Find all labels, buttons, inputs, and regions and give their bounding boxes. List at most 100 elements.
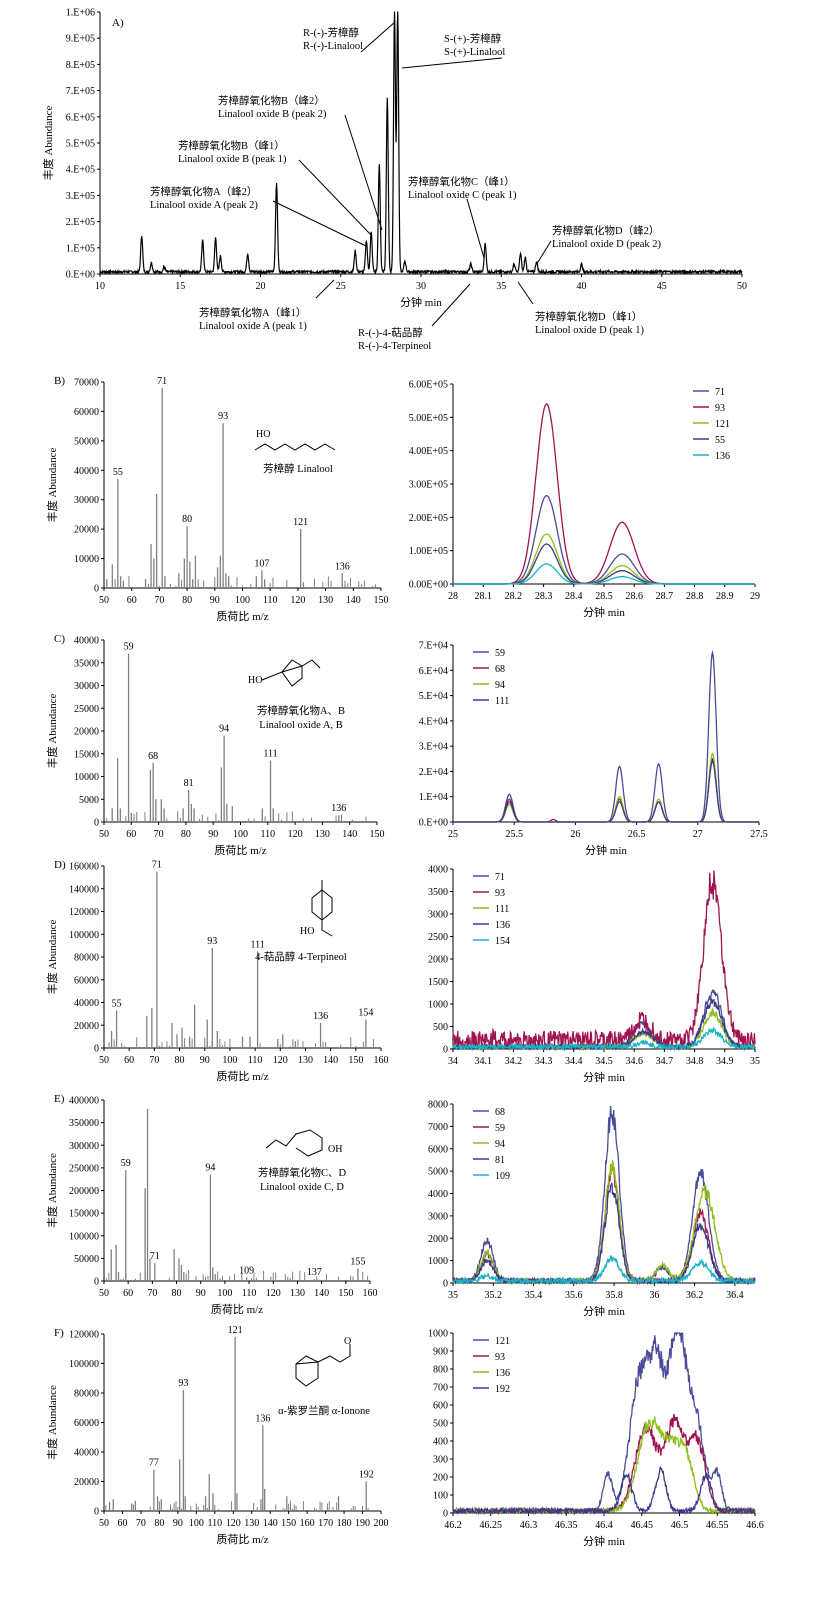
- y-tick-label: 7000: [428, 1122, 448, 1133]
- x-tick-label: 150: [338, 1288, 353, 1299]
- x-tick-label: 60: [123, 1288, 133, 1299]
- panel-label: A): [112, 17, 124, 29]
- y-tick-label: 0: [443, 1509, 448, 1520]
- tic-peak: [470, 265, 472, 267]
- chart-D2: 34 34.1 34.2 34.3 34.4 34.5 34.6 34.7 34.8 34.9 35…: [428, 865, 760, 1085]
- x-tick-label: 130: [318, 595, 333, 606]
- tic-peak: [163, 268, 165, 270]
- tic-peak: [219, 257, 221, 259]
- x-tick-label: 180: [337, 1518, 352, 1529]
- annotation-label: Linalool oxide D (peak 1): [535, 325, 645, 336]
- y-tick-label: 0: [443, 1045, 448, 1056]
- x-tick-label: 35.6: [565, 1290, 583, 1301]
- x-tick-label: 140: [323, 1055, 338, 1066]
- x-tick-label: 50: [99, 1055, 109, 1066]
- chart-F2: 46.2 46.25 46.3 46.35 46.4 46.45 46.5 46.55 46.6…: [428, 1329, 764, 1549]
- tic-peak: [524, 258, 526, 261]
- x-tick-label: 100: [222, 1055, 237, 1066]
- x-tick-label: 150: [348, 1055, 363, 1066]
- x-tick-label: 60: [124, 1055, 134, 1066]
- y-tick-label: 600: [433, 1401, 448, 1412]
- x-tick-label: 46.5: [671, 1520, 689, 1531]
- compound-name: α-紫罗兰酮 α-Ionone: [278, 1404, 370, 1417]
- x-tick-label: 50: [99, 1288, 109, 1299]
- tic-peak: [275, 184, 278, 186]
- data-label: 93: [178, 1378, 188, 1389]
- annotation-leader: [344, 114, 383, 231]
- y-tick-label: 500: [433, 1022, 448, 1033]
- x-axis-label: 质荷比 m/z: [214, 844, 266, 857]
- linalool-structure-icon: [254, 443, 336, 451]
- y-tick-label: 140000: [69, 884, 99, 895]
- legend-label: 71: [495, 872, 505, 883]
- compound-name: 芳樟醇氧化物A、B: [257, 704, 345, 717]
- data-label: 93: [207, 936, 217, 947]
- x-tick-label: 100: [217, 1288, 232, 1299]
- tic-peak: [247, 255, 249, 257]
- x-tick-label: 50: [737, 281, 747, 292]
- x-tick-label: 50: [99, 1518, 109, 1529]
- y-tick-label: 1.E+06: [66, 8, 95, 19]
- y-tick-label: 7.E+04: [419, 641, 448, 652]
- y-tick-label: 3.00E+05: [409, 480, 448, 491]
- ionone-structure-icon: [295, 1344, 351, 1387]
- annotation-label: 芳樟醇氧化物A（峰2）: [150, 185, 257, 198]
- y-tick-label: 5.E+04: [419, 691, 448, 702]
- x-tick-label: 90: [210, 595, 220, 606]
- y-tick-label: 0: [443, 1279, 448, 1290]
- structure-label: OH: [328, 1144, 342, 1155]
- compound-name: 芳樟醇 Linalool: [263, 462, 333, 475]
- x-tick-label: 36: [649, 1290, 659, 1301]
- y-tick-label: 120000: [69, 907, 99, 918]
- x-tick-label: 36.2: [686, 1290, 704, 1301]
- annotation-label: 芳樟醇氧化物B（峰1）: [178, 139, 285, 152]
- x-tick-label: 120: [290, 595, 305, 606]
- y-tick-label: 0.00E+00: [409, 580, 448, 591]
- x-tick-label: 20: [256, 281, 266, 292]
- structure-label: HO: [300, 926, 314, 937]
- x-axis-label: 质荷比 m/z: [211, 1303, 263, 1316]
- annotation-leader: [272, 200, 367, 247]
- x-axis-label: 质荷比 m/z: [216, 1533, 268, 1546]
- y-tick-label: 2.00E+05: [409, 513, 448, 524]
- y-tick-label: 20000: [74, 1477, 99, 1488]
- series-line: [452, 1466, 756, 1516]
- panel-label: E): [54, 1093, 65, 1105]
- x-tick-label: 34.3: [535, 1056, 553, 1067]
- annotation-label: 芳樟醇氧化物C（峰1）: [408, 175, 515, 188]
- x-tick-label: 34.7: [656, 1056, 674, 1067]
- x-tick-label: 80: [182, 595, 192, 606]
- y-tick-label: 1.E+04: [419, 792, 448, 803]
- x-tick-label: 34: [448, 1056, 458, 1067]
- x-tick-label: 27.5: [750, 829, 768, 840]
- tic-peak: [519, 255, 522, 257]
- y-tick-label: 40000: [74, 998, 99, 1009]
- chart-C2: 25 25.5 26 26.5 27 27.5 0.E+00 1.E+04 2.E+04 3.E+…: [419, 641, 768, 858]
- y-tick-label: 30000: [74, 681, 99, 692]
- y-axis-label: 丰度 Abundance: [45, 693, 59, 768]
- y-tick-label: 300000: [69, 1141, 99, 1152]
- legend-label: 94: [495, 680, 505, 691]
- y-tick-label: 10000: [74, 772, 99, 783]
- annotation-label: Linalool oxide D (peak 2): [552, 239, 662, 250]
- x-tick-label: 34.9: [716, 1056, 734, 1067]
- annotation-leader: [315, 279, 335, 299]
- y-tick-label: 400: [433, 1437, 448, 1448]
- data-label: 55: [112, 998, 122, 1009]
- y-tick-label: 40000: [74, 466, 99, 477]
- x-tick-label: 160: [363, 1288, 378, 1299]
- y-tick-label: 6000: [428, 1144, 448, 1155]
- x-tick-label: 110: [242, 1288, 257, 1299]
- tic-peak: [404, 262, 406, 265]
- y-tick-label: 80000: [74, 953, 99, 964]
- structure-label: HO: [248, 675, 262, 686]
- series-line: [453, 760, 759, 823]
- x-tick-label: 34.2: [505, 1056, 523, 1067]
- x-tick-label: 28.5: [595, 591, 613, 602]
- x-tick-label: 100: [189, 1518, 204, 1529]
- y-tick-label: 8000: [428, 1100, 448, 1111]
- data-label: 81: [184, 778, 194, 789]
- x-tick-label: 130: [298, 1055, 313, 1066]
- annotation-label: 芳樟醇氧化物B（峰2）: [218, 94, 325, 107]
- x-tick-label: 25: [336, 281, 346, 292]
